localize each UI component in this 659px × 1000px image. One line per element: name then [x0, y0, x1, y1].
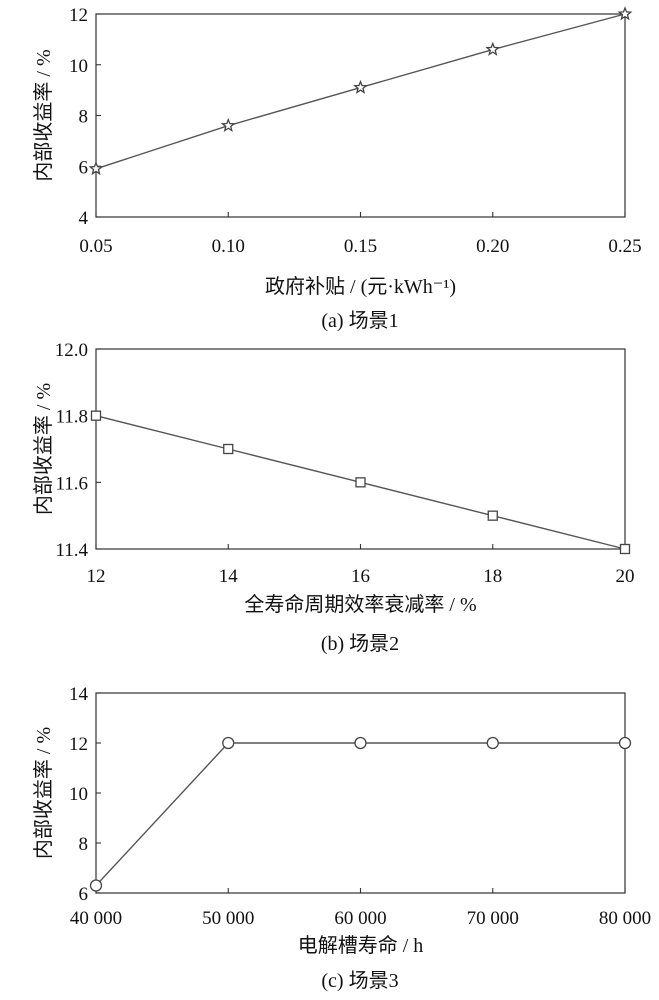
x-tick-label-a: 0.25	[608, 236, 641, 257]
x-tick-label-a: 0.10	[212, 236, 245, 257]
x-tick-label-b: 20	[616, 566, 635, 587]
panel-a: 内部收益率 / % 政府补贴 / (元·kWh⁻¹) (a) 场景1 4 6 8 10…	[32, 5, 642, 332]
y-tick-label-a: 6	[79, 157, 89, 178]
data-point-a	[485, 41, 501, 56]
caption-b: (b) 场景2	[321, 632, 399, 655]
x-tick-label-b: 14	[219, 566, 239, 587]
panel-c: 内部收益率 / % 电解槽寿命 / h (c) 场景3 6 8 10 12 14 40 0…	[32, 684, 651, 992]
data-point-c	[354, 736, 367, 750]
y-tick-label-c: 12	[69, 734, 88, 755]
caption-a: (a) 场景1	[321, 309, 398, 332]
y-tick-label-c: 10	[69, 784, 88, 805]
plot-frame-b	[95, 348, 626, 550]
x-tick-label-c: 40 000	[70, 908, 122, 929]
plot-frame-c	[95, 692, 626, 894]
x-tick-label-a: 0.15	[344, 236, 377, 257]
data-point-a	[353, 79, 368, 94]
y-tick-label-b: 11.8	[55, 407, 88, 428]
caption-c: (c) 场景3	[321, 969, 398, 992]
x-tick-label-c: 60 000	[334, 908, 386, 929]
series-line-c	[95, 742, 625, 886]
ylabel-a: 内部收益率 / %	[32, 49, 55, 181]
x-tick-label-b: 16	[351, 566, 370, 587]
y-tick-label-c: 8	[79, 834, 89, 855]
xlabel-a: 政府补贴 / (元·kWh⁻¹)	[265, 275, 456, 298]
data-point-b	[487, 510, 498, 521]
x-tick-label-c: 70 000	[467, 908, 519, 929]
x-tick-label-b: 12	[87, 566, 106, 587]
y-tick-label-b: 12.0	[55, 340, 88, 361]
ylabel-b: 内部收益率 / %	[32, 383, 55, 515]
y-tick-label-b: 11.4	[55, 540, 88, 561]
y-tick-label-a: 10	[69, 56, 88, 77]
xlabel-b: 全寿命周期效率衰减率 / %	[244, 593, 476, 616]
data-point-b	[355, 477, 366, 488]
x-tick-label-a: 0.05	[79, 236, 112, 257]
data-point-c	[486, 736, 499, 750]
y-tick-label-a: 8	[79, 107, 89, 128]
series-line-a	[95, 13, 626, 170]
data-point-c	[618, 736, 632, 750]
y-tick-label-a: 4	[79, 208, 89, 229]
x-tick-label-b: 18	[483, 566, 502, 587]
x-tick-label-a: 0.20	[476, 236, 509, 257]
data-point-b	[619, 543, 631, 555]
plot-frame-a	[95, 13, 626, 218]
data-point-a	[220, 117, 236, 132]
y-tick-label-c: 6	[79, 884, 89, 905]
xlabel-c: 电解槽寿命 / h	[298, 934, 424, 957]
y-tick-label-b: 11.6	[55, 473, 88, 494]
ylabel-c: 内部收益率 / %	[32, 727, 55, 859]
y-tick-label-a: 12	[69, 5, 88, 26]
data-point-c	[89, 879, 103, 892]
x-tick-label-c: 50 000	[202, 908, 254, 929]
data-point-c	[222, 736, 235, 750]
data-point-b	[223, 443, 234, 455]
data-point-b	[90, 410, 102, 421]
y-tick-label-c: 14	[69, 684, 89, 705]
x-tick-label-c: 80 000	[599, 908, 651, 929]
data-point-a	[88, 161, 104, 176]
data-point-a	[617, 6, 633, 21]
panel-b: 内部收益率 / % 全寿命周期效率衰减率 / % (b) 场景2 11.4 11.…	[32, 340, 635, 655]
